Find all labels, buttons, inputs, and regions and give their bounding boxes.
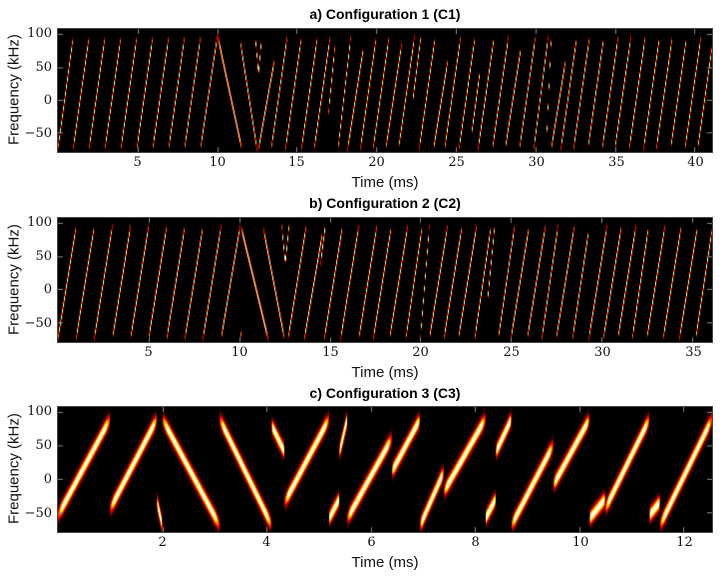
y-tick-label: 50 — [35, 59, 52, 75]
x-tick-label: 6 — [367, 535, 376, 550]
x-tick-label: 30 — [528, 155, 545, 170]
panel-b-title: b) Configuration 2 (C2) — [309, 195, 461, 211]
x-tick-label: 8 — [471, 535, 480, 550]
x-tick-label: 25 — [503, 345, 520, 360]
panel-c-xlabel: Time (ms) — [351, 554, 419, 571]
y-tick-label: −50 — [24, 505, 52, 521]
x-tick-label: 20 — [412, 345, 429, 360]
x-tick-label: 10 — [231, 345, 248, 360]
y-tick-label: −50 — [24, 315, 52, 331]
y-tick-label: 50 — [35, 437, 52, 453]
panel-a-xlabel: Time (ms) — [351, 174, 419, 191]
x-tick-label: 5 — [144, 345, 153, 360]
panel-b-canvas — [58, 218, 712, 342]
panel-a-title: a) Configuration 1 (C1) — [309, 6, 461, 22]
panel-a-canvas — [58, 29, 712, 152]
panel-c-canvas — [58, 407, 712, 532]
panel-c-ylabel: Frequency (kHz) — [5, 413, 23, 525]
x-tick-label: 2 — [158, 535, 167, 550]
x-tick-label: 10 — [209, 155, 226, 170]
panel-a-ylabel: Frequency (kHz) — [5, 34, 23, 146]
x-tick-label: 30 — [594, 345, 611, 360]
panel-b-xlabel: Time (ms) — [351, 364, 419, 381]
panel-b-ylabel: Frequency (kHz) — [5, 224, 23, 335]
x-tick-label: 25 — [448, 155, 465, 170]
x-tick-label: 40 — [687, 155, 704, 170]
y-tick-label: −50 — [24, 125, 52, 141]
y-tick-label: 100 — [27, 214, 52, 230]
y-tick-label: 100 — [27, 25, 52, 41]
x-tick-label: 12 — [676, 535, 693, 550]
x-tick-label: 4 — [262, 535, 271, 550]
y-tick-label: 0 — [43, 471, 52, 487]
x-tick-label: 20 — [368, 155, 385, 170]
panel-c-title: c) Configuration 3 (C3) — [309, 385, 461, 401]
x-tick-label: 35 — [685, 345, 702, 360]
y-tick-label: 0 — [43, 281, 52, 297]
x-tick-label: 35 — [608, 155, 625, 170]
x-tick-label: 10 — [572, 535, 589, 550]
y-tick-label: 0 — [43, 92, 52, 108]
y-tick-label: 50 — [35, 248, 52, 264]
x-tick-label: 5 — [133, 155, 142, 170]
panel-b-spectrogram — [57, 217, 713, 343]
y-tick-label: 100 — [27, 403, 52, 419]
x-tick-label: 15 — [288, 155, 305, 170]
panel-a-spectrogram — [57, 28, 713, 153]
x-tick-label: 15 — [322, 345, 339, 360]
panel-c-spectrogram — [57, 406, 713, 533]
